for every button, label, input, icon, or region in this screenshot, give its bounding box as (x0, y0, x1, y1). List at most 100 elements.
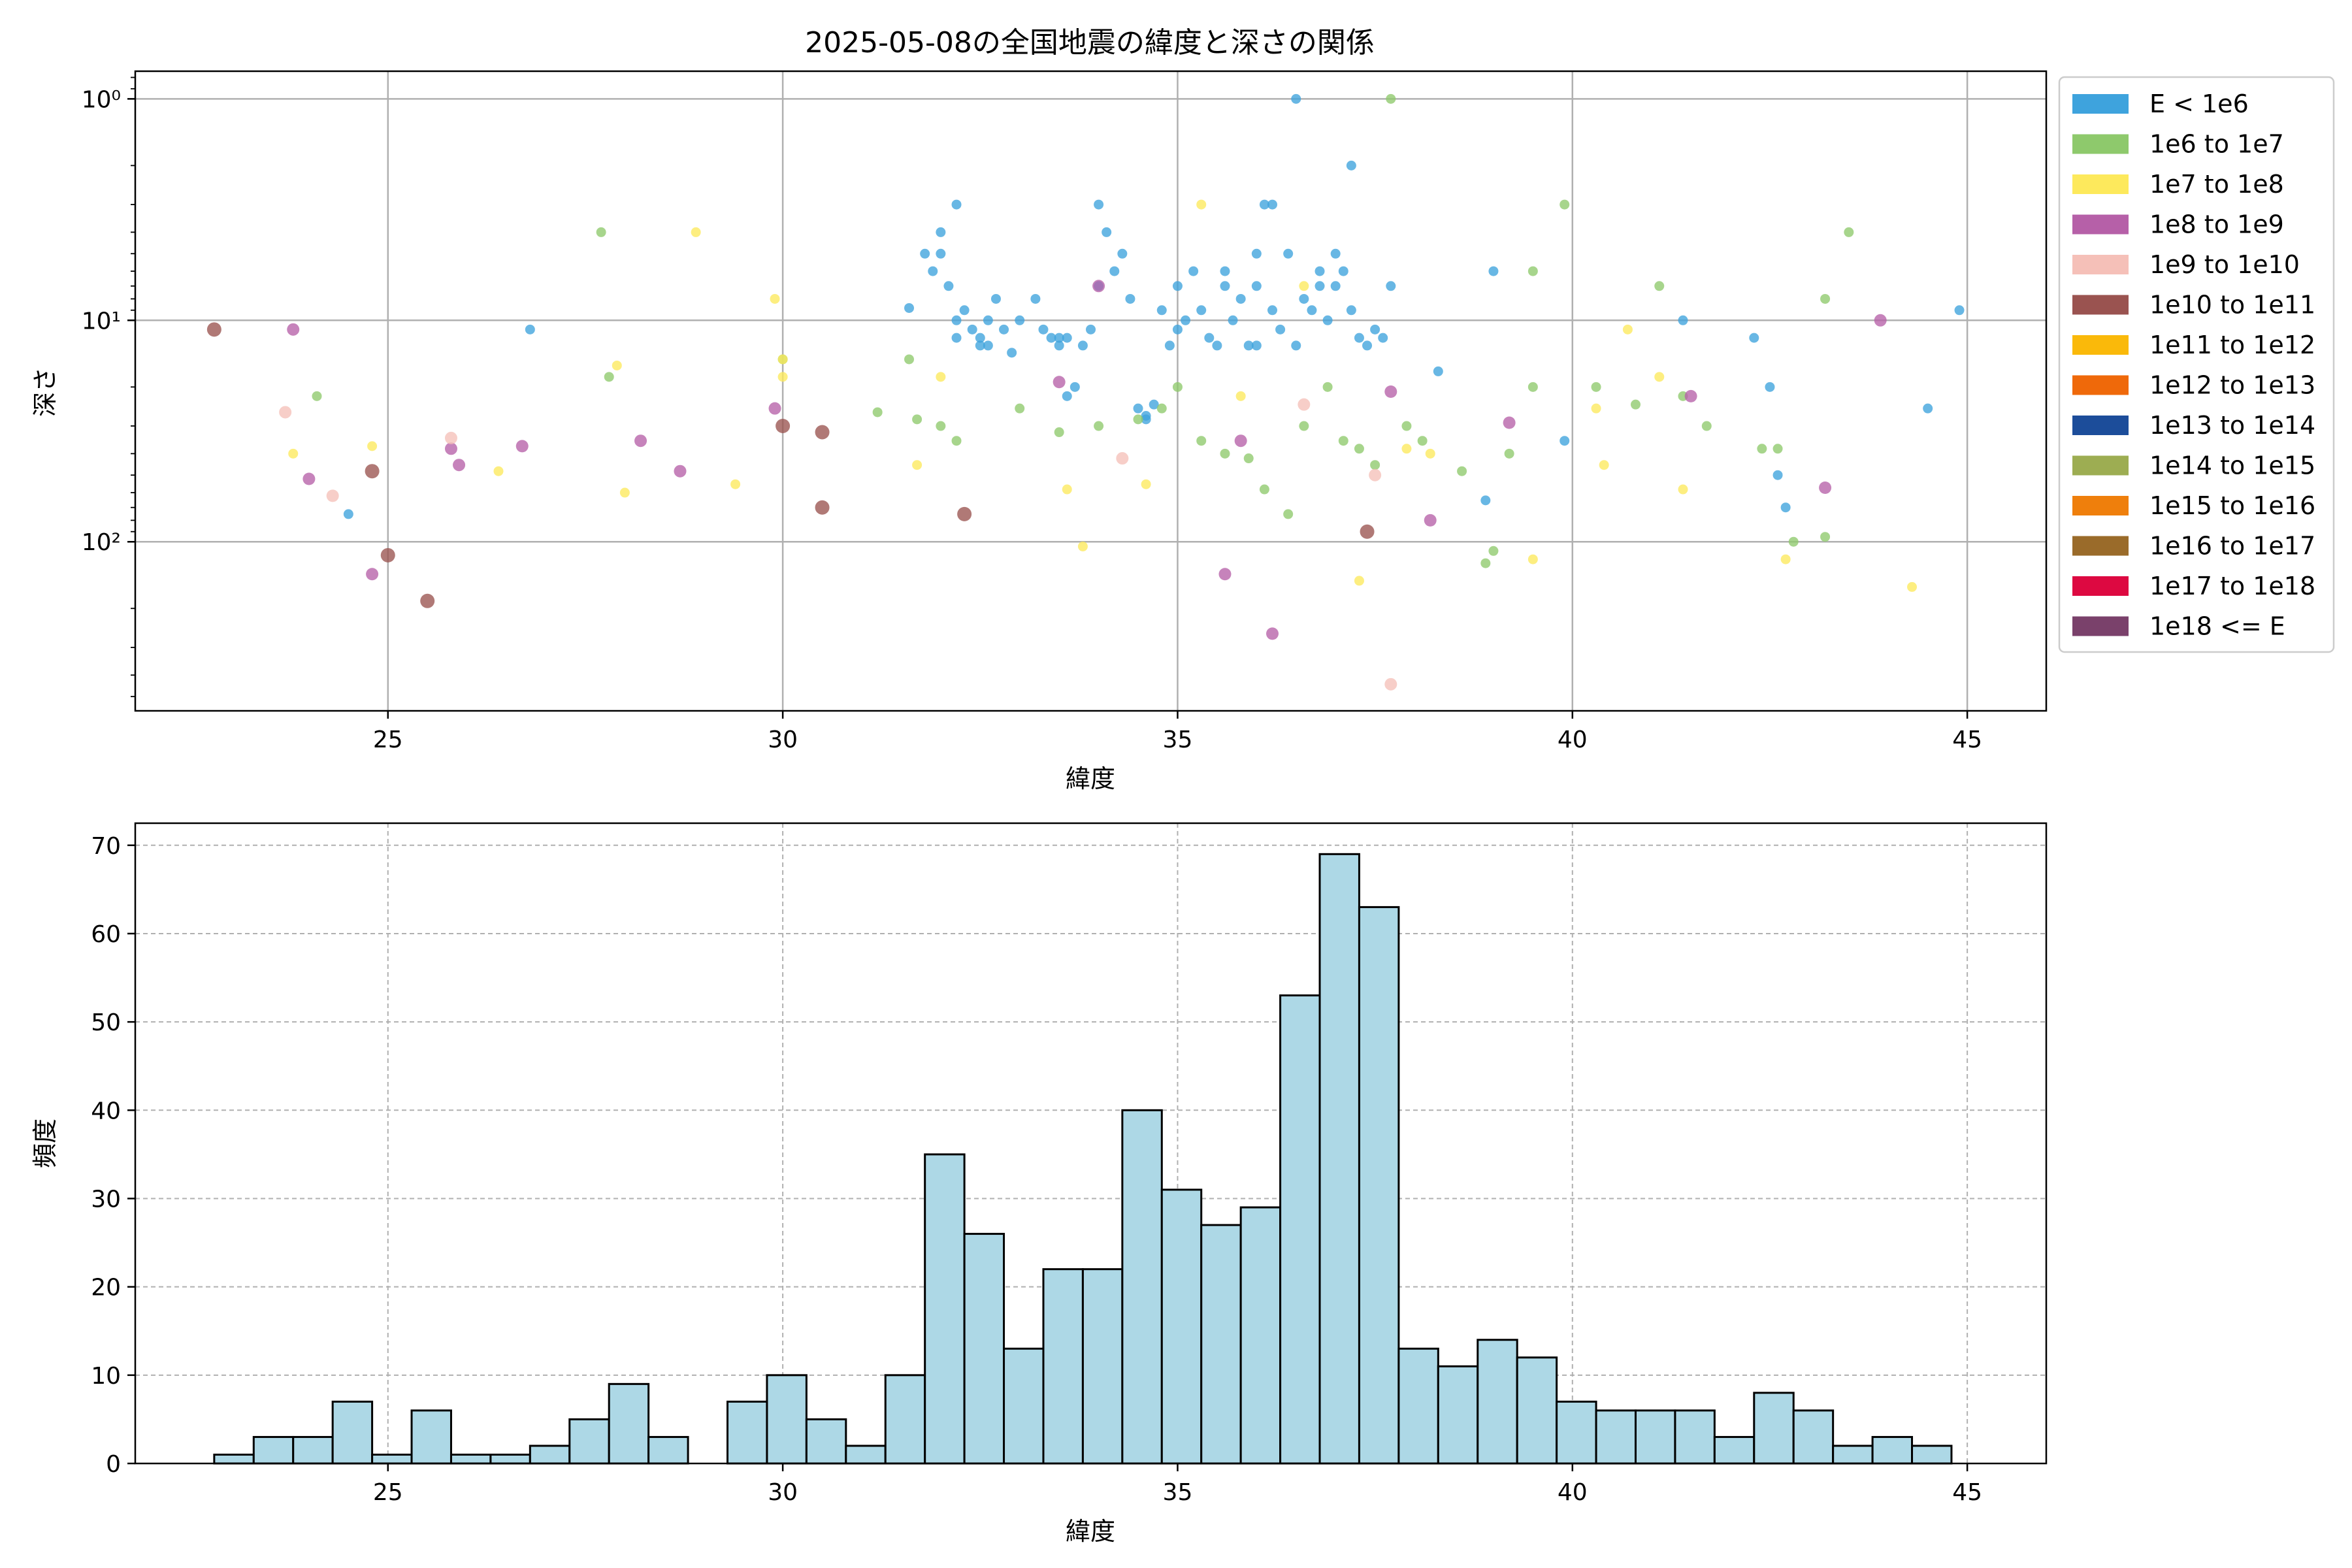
histogram-y-tick-label: 60 (91, 921, 121, 948)
histogram-bar (608, 1382, 650, 1465)
scatter-point (1125, 293, 1135, 304)
scatter-point (1077, 541, 1088, 551)
scatter-point (1354, 333, 1364, 343)
scatter-point (453, 459, 466, 472)
scatter-point (1527, 266, 1538, 276)
scatter-point (1591, 382, 1601, 392)
legend-label: 1e12 to 1e13 (2149, 371, 2315, 400)
scatter-point (1275, 324, 1286, 335)
scatter-point (1749, 333, 1759, 343)
scatter-point (279, 406, 292, 419)
scatter-point (1172, 382, 1183, 392)
legend-label: 1e18 <= E (2149, 612, 2285, 641)
histogram-bar (331, 1400, 374, 1465)
scatter-point (1086, 324, 1096, 335)
scatter-point (1212, 340, 1222, 351)
scatter-point (1299, 281, 1309, 291)
scatter-point (936, 421, 946, 431)
scatter-point (999, 324, 1009, 335)
scatter-point (287, 323, 300, 336)
legend-swatch (2072, 616, 2129, 636)
histogram-bar (1318, 853, 1360, 1465)
scatter-point (1062, 484, 1072, 495)
scatter-point (1109, 266, 1120, 276)
scatter-point (1678, 484, 1688, 495)
legend-label: 1e7 to 1e8 (2149, 170, 2284, 199)
histogram-y-tick-label: 20 (91, 1275, 121, 1301)
histogram-bar (1200, 1224, 1242, 1465)
scatter-point (1954, 305, 1965, 316)
scatter-point (1780, 554, 1791, 564)
scatter-point (1923, 403, 1933, 414)
histogram-bar (1674, 1409, 1716, 1465)
histogram-bar (1239, 1206, 1282, 1465)
scatter-point (777, 372, 788, 382)
histogram-y-tick-label: 50 (91, 1009, 121, 1036)
scatter-point (1417, 436, 1428, 446)
scatter-point (1235, 293, 1246, 304)
scatter-point (1369, 468, 1382, 482)
scatter-point (1384, 678, 1397, 691)
scatter-point (1401, 444, 1412, 454)
scatter-point (1196, 305, 1207, 316)
scatter-point (1772, 470, 1783, 480)
scatter-point (1133, 403, 1143, 414)
scatter-point (983, 315, 993, 325)
scatter-point (815, 425, 830, 440)
scatter-point (1370, 460, 1380, 470)
histogram-bar (1556, 1400, 1597, 1465)
scatter-point (1299, 293, 1309, 304)
legend-label: E < 1e6 (2149, 90, 2249, 118)
scatter-point (1772, 444, 1783, 454)
scatter-point (1480, 495, 1491, 506)
scatter-point (1243, 340, 1254, 351)
scatter-point (768, 402, 781, 415)
scatter-point (936, 248, 946, 259)
scatter-point (1622, 324, 1633, 335)
scatter-point (1354, 576, 1364, 586)
scatter-x-ticks: 25 30 35 40 45 (373, 711, 1982, 753)
scatter-point (1820, 293, 1831, 304)
legend-label: 1e11 to 1e12 (2149, 331, 2315, 359)
histogram-bar (1358, 906, 1400, 1465)
scatter-point (1401, 421, 1412, 431)
scatter-point (1315, 266, 1325, 276)
scatter-point (1307, 305, 1317, 316)
scatter-point (1322, 382, 1333, 392)
scatter-point (912, 414, 923, 425)
scatter-point (1354, 444, 1364, 454)
scatter-point (1267, 305, 1277, 316)
legend-swatch (2072, 335, 2129, 355)
histogram-bar (1477, 1339, 1518, 1465)
legend-label: 1e14 to 1e15 (2149, 451, 2315, 480)
scatter-point (1757, 444, 1767, 454)
legend-swatch (2072, 214, 2129, 235)
scatter-plot-frame (134, 70, 2048, 712)
scatter-points (206, 93, 1965, 691)
scatter-point (1054, 333, 1064, 343)
legend-swatch (2072, 295, 2129, 315)
histogram-bar (1911, 1445, 1953, 1465)
legend-swatch (2072, 375, 2129, 395)
histogram-bar (371, 1453, 413, 1465)
scatter-point (1488, 546, 1499, 556)
scatter-point (967, 324, 977, 335)
histogram-x-tick-label: 40 (1558, 1479, 1588, 1506)
scatter-point (1654, 372, 1665, 382)
scatter-point (1283, 248, 1294, 259)
scatter-point (444, 431, 457, 444)
histogram-bar (410, 1409, 452, 1465)
scatter-point (366, 568, 379, 581)
scatter-point (604, 372, 614, 382)
scatter-point (312, 391, 322, 401)
scatter-point (1384, 385, 1397, 399)
scatter-point (1015, 315, 1025, 325)
scatter-point (1330, 281, 1341, 291)
legend-swatch (2072, 255, 2129, 274)
scatter-point (1228, 315, 1238, 325)
scatter-point (1094, 421, 1104, 431)
legend-label: 1e16 to 1e17 (2149, 532, 2315, 561)
scatter-point (1654, 281, 1665, 291)
histogram-bar (213, 1453, 255, 1465)
scatter-point (1765, 382, 1775, 392)
